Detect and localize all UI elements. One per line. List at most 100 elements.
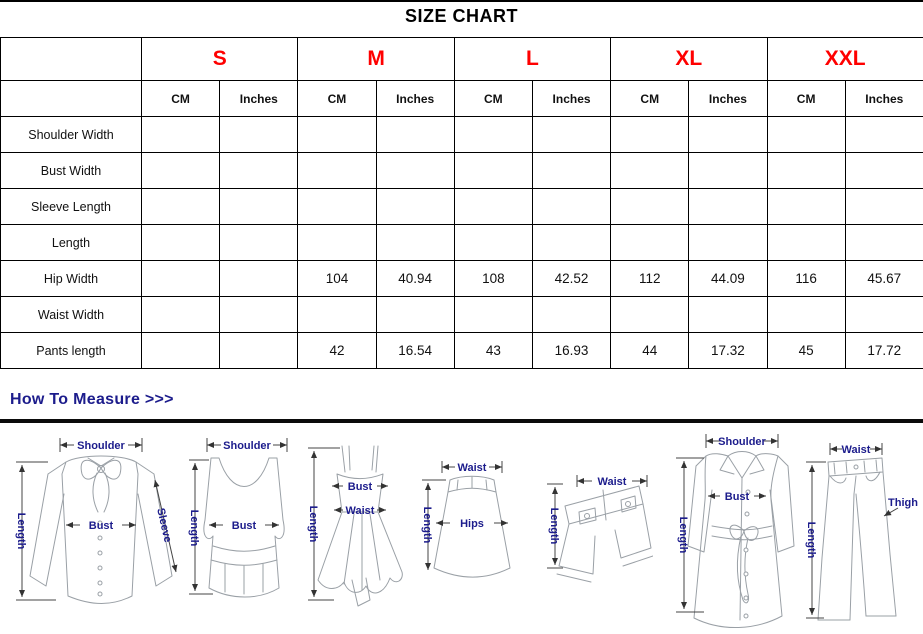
shorts-garment-outline (556, 485, 653, 583)
value-cell (688, 188, 768, 225)
value-cell (766, 296, 846, 333)
value-cell: 104 (297, 260, 377, 297)
value-cell (297, 152, 377, 189)
value-cell: 17.32 (688, 332, 768, 369)
value-cell (453, 188, 533, 225)
figure-coat: Shoulder Bust Length (660, 428, 796, 634)
blouse-length-label: Length (15, 513, 27, 550)
value-cell (610, 188, 690, 225)
coat-length-dimension: Length (676, 457, 704, 613)
size-header-XXL: XXL (766, 37, 923, 81)
value-cell (140, 224, 221, 261)
value-cell: 16.54 (375, 332, 455, 369)
value-cell (688, 152, 768, 189)
skirt-waist-dimension: Waist (441, 461, 503, 474)
value-cell (219, 224, 299, 261)
pants-waist-dimension: Waist (829, 443, 883, 456)
value-cell (219, 332, 299, 369)
skirt-waist-label: Waist (458, 462, 487, 474)
size-table-body: Shoulder Width Bust Width Sleeve Length Len… (0, 116, 923, 369)
blouse-length-dimension: Length (15, 461, 56, 601)
pants-garment-outline (817, 457, 897, 621)
value-cell: 17.72 (844, 332, 923, 369)
skirt-hips-dimension: Hips (436, 518, 508, 530)
value-cell (844, 188, 923, 225)
value-cell: 42 (297, 332, 377, 369)
blouse-garment-outline (29, 455, 173, 604)
tank-top-shoulder-label: Shoulder (223, 440, 271, 452)
unit-header: Inches (375, 80, 455, 117)
blouse-bust-label: Bust (89, 520, 114, 532)
dress-bust-dimension: Bust (332, 481, 388, 493)
coat-drawing: Shoulder Bust Length (676, 434, 795, 628)
skirt-garment-outline (433, 475, 511, 578)
dress-drawing: Length Bust Waist (307, 445, 403, 607)
tank-top-length-label: Length (188, 510, 200, 547)
tank-top-shoulder-dimension: Shoulder (206, 438, 288, 452)
value-cell (219, 260, 299, 297)
value-cell (610, 116, 690, 153)
value-cell (531, 116, 612, 153)
skirt-length-label: Length (421, 507, 433, 544)
coat-length-label: Length (677, 517, 689, 554)
value-cell: 108 (453, 260, 533, 297)
value-cell: 44 (610, 332, 690, 369)
shorts-drawing: Waist Length (547, 475, 653, 583)
pants-length-label: Length (805, 522, 817, 559)
value-cell (375, 116, 455, 153)
row-label: Sleeve Length (0, 188, 142, 225)
value-cell (375, 296, 455, 333)
figure-dress: Length Bust Waist (304, 428, 416, 628)
figure-skirt: Waist Hips Length (420, 428, 524, 628)
unit-header: CM (766, 80, 846, 117)
dress-waist-dimension: Waist (334, 505, 386, 517)
top-border-line (0, 0, 923, 2)
value-cell (297, 116, 377, 153)
shorts-waist-label: Waist (598, 476, 627, 488)
blouse-drawing: Shoulder Length Bust Sleeve (15, 438, 178, 604)
unit-header: Inches (219, 80, 299, 117)
dress-bust-label: Bust (348, 481, 373, 493)
value-cell (140, 260, 221, 297)
size-header-S: S (140, 37, 299, 81)
value-cell (610, 152, 690, 189)
value-cell (766, 152, 846, 189)
coat-garment-outline (687, 451, 795, 628)
value-cell (140, 116, 221, 153)
corner-cell (0, 37, 142, 81)
value-cell: 112 (610, 260, 690, 297)
blouse-bust-dimension: Bust (66, 520, 136, 532)
value-cell (531, 296, 612, 333)
value-cell (375, 224, 455, 261)
value-cell (453, 152, 533, 189)
value-cell (453, 116, 533, 153)
coat-shoulder-dimension: Shoulder (705, 434, 779, 448)
value-cell (844, 224, 923, 261)
coat-bust-dimension: Bust (708, 491, 766, 503)
value-cell (531, 188, 612, 225)
value-cell (219, 188, 299, 225)
shorts-length-dimension: Length (547, 483, 563, 569)
table-row: Pants length 42 16.54 43 16.93 44 17.32 45 17.72 (0, 332, 923, 369)
size-header-row: S M L XL XXL (0, 37, 923, 81)
value-cell (844, 152, 923, 189)
tank-top-bust-label: Bust (232, 520, 257, 532)
value-cell (453, 224, 533, 261)
unit-header: CM (453, 80, 533, 117)
pants-waist-label: Waist (842, 444, 871, 456)
table-row: Shoulder Width (0, 116, 923, 153)
coat-shoulder-label: Shoulder (718, 436, 766, 448)
unit-header: CM (140, 80, 221, 117)
blouse-sleeve-label: Sleeve (154, 507, 174, 544)
unit-header-row: CM Inches CM Inches CM Inches CM Inches CM Inches (0, 80, 923, 117)
figure-tank-top: Shoulder Length Bust (183, 428, 305, 628)
value-cell: 42.52 (531, 260, 612, 297)
tank-top-length-dimension: Length (188, 459, 213, 595)
size-header-M: M (297, 37, 455, 81)
value-cell (375, 152, 455, 189)
value-cell (297, 224, 377, 261)
row-label: Hip Width (0, 260, 142, 297)
corner-cell (0, 80, 142, 117)
value-cell (140, 152, 221, 189)
